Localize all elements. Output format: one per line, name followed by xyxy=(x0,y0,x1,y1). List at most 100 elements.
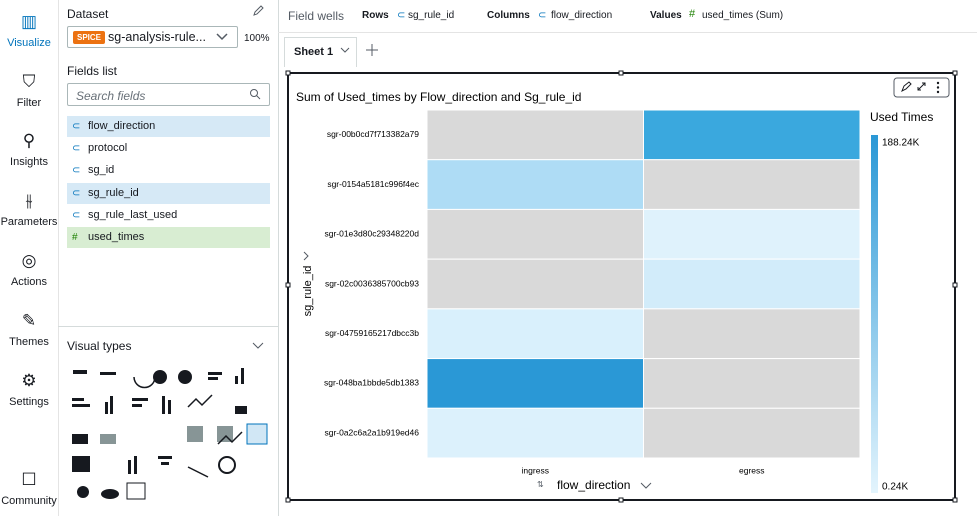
nav-icon[interactable]: ⫳ xyxy=(25,191,33,210)
legend-min-label: 0.24K xyxy=(882,482,908,493)
field-icon: ⊂ xyxy=(72,143,81,154)
legend-gradient xyxy=(871,135,878,493)
nav-label[interactable]: Filter xyxy=(16,97,42,109)
field-label: protocol xyxy=(88,142,128,154)
row-label: sgr-0a2c6a2a1b919ed46 xyxy=(324,427,419,437)
columns-value[interactable]: flow_direction xyxy=(551,10,613,21)
fields-title: Fields list xyxy=(67,64,118,78)
nav-label[interactable]: Settings xyxy=(9,396,49,408)
field-icon: # xyxy=(72,232,78,243)
field-label: flow_direction xyxy=(88,120,156,132)
heatmap-cell[interactable] xyxy=(643,407,861,459)
nav-icon[interactable]: ▥ xyxy=(20,12,38,31)
field-item[interactable]: ⊂ sg_rule_last_used xyxy=(67,205,270,226)
heatmap-cell[interactable] xyxy=(426,358,644,409)
row-label: sgr-02c0036385700cb93 xyxy=(325,278,419,288)
field-icon: ⊂ xyxy=(72,188,81,199)
rows-value[interactable]: sg_rule_id xyxy=(408,10,455,21)
row-label: sgr-0154a5181c996f4ec xyxy=(327,179,419,189)
resize-handles xyxy=(285,70,958,503)
row-label: sgr-04759165217dbcc3b xyxy=(325,328,419,338)
nav-label[interactable]: Themes xyxy=(9,336,49,348)
nav-bar xyxy=(0,0,59,516)
heatmap-cell[interactable] xyxy=(643,159,861,210)
add-sheet[interactable] xyxy=(366,44,378,56)
heatmap-cell[interactable] xyxy=(426,407,644,459)
more-icon[interactable] xyxy=(936,81,940,94)
visual: Sum of Used_times by Flow_direction and … xyxy=(285,70,958,503)
field-icon: ⊂ xyxy=(72,210,81,221)
rows-icon: ⊂ xyxy=(397,10,406,21)
field-label: sg_rule_id xyxy=(88,187,139,199)
nav-icon[interactable]: ⚲ xyxy=(22,131,36,150)
nav-icon[interactable]: ✎ xyxy=(21,311,37,330)
heatmap-cell[interactable] xyxy=(426,208,644,260)
field-label: sg_rule_last_used xyxy=(88,209,178,221)
field-item[interactable]: ⊂ sg_id xyxy=(67,160,270,181)
search-box[interactable] xyxy=(67,83,270,106)
nav-label[interactable]: Visualize xyxy=(7,37,51,49)
field-item[interactable]: ⊂ protocol xyxy=(67,138,270,159)
axis-chevron[interactable] xyxy=(640,482,652,489)
divider xyxy=(278,32,977,33)
heatmap-cell[interactable] xyxy=(426,159,644,210)
edit-icon[interactable] xyxy=(901,81,912,93)
nav-label[interactable]: Actions xyxy=(10,276,48,288)
field-icon: ⊂ xyxy=(72,121,81,132)
collapse-chevron[interactable] xyxy=(252,342,264,350)
columns-icon: ⊂ xyxy=(538,10,547,21)
field-label: sg_id xyxy=(88,164,115,176)
dataset-select[interactable] xyxy=(67,26,238,48)
heatmap-cell[interactable] xyxy=(643,308,861,360)
axis-chevron xyxy=(303,251,309,261)
columns-label: Columns xyxy=(487,10,530,21)
legend-title: Used Times xyxy=(870,110,933,124)
heatmap-cell[interactable] xyxy=(643,109,861,161)
heatmap-cell[interactable] xyxy=(643,208,861,260)
dataset-title: Dataset xyxy=(67,7,109,21)
dataset-percent: 100% xyxy=(244,33,270,44)
row-axis-title[interactable]: sg_rule_id xyxy=(302,266,314,317)
field-item[interactable]: ⊂ flow_direction xyxy=(67,116,270,137)
sheet-tab[interactable] xyxy=(284,37,357,67)
expand-icon[interactable] xyxy=(917,82,926,91)
column-label: ingress xyxy=(522,465,549,475)
nav-label[interactable]: Insights xyxy=(10,156,48,168)
heatmap-cell[interactable] xyxy=(426,109,644,161)
values-value[interactable]: used_times (Sum) xyxy=(702,10,784,21)
nav-icon[interactable]: ⛉ xyxy=(22,72,36,91)
column-axis-title[interactable]: flow_direction xyxy=(557,478,630,492)
divider xyxy=(58,326,278,327)
visual-type-icons xyxy=(72,368,268,500)
column-label: egress xyxy=(739,465,765,475)
heatmap-cell[interactable] xyxy=(643,358,861,409)
nav-icon[interactable]: ◎ xyxy=(21,251,37,270)
nav-icon[interactable]: ☐ xyxy=(21,470,37,489)
legend-max-label: 188.24K xyxy=(882,138,920,149)
tab-chevron[interactable] xyxy=(340,47,350,55)
heatmap-cell[interactable] xyxy=(426,308,644,360)
search-icon xyxy=(250,89,261,100)
heatmap-cell[interactable] xyxy=(643,258,861,310)
nav-label[interactable]: Community xyxy=(1,495,57,507)
field-icon: ⊂ xyxy=(72,165,81,176)
rows-label: Rows xyxy=(362,10,389,21)
row-label: sgr-048ba1bbde5db1383 xyxy=(324,378,419,388)
visual-menu[interactable] xyxy=(893,77,950,98)
field-wells-title: Field wells xyxy=(288,9,345,23)
values-label: Values xyxy=(650,10,682,21)
field-item[interactable]: # used_times xyxy=(67,227,270,248)
visual-title: Sum of Used_times by Flow_direction and … xyxy=(296,90,581,104)
sheet-tab-label: Sheet 1 xyxy=(294,46,334,58)
search-placeholder: Search fields xyxy=(76,89,146,103)
dataset-name: sg-analysis-rule... xyxy=(108,30,206,44)
heatmap-cell[interactable] xyxy=(426,258,644,310)
field-item[interactable]: ⊂ sg_rule_id xyxy=(67,183,270,204)
edit-dataset[interactable] xyxy=(252,5,264,17)
sort-icon[interactable]: ⇅ xyxy=(537,480,544,489)
nav-icon[interactable]: ⚙ xyxy=(21,371,37,390)
nav-label[interactable]: Parameters xyxy=(0,216,58,228)
field-label: used_times xyxy=(88,231,145,243)
chevron xyxy=(216,33,228,41)
